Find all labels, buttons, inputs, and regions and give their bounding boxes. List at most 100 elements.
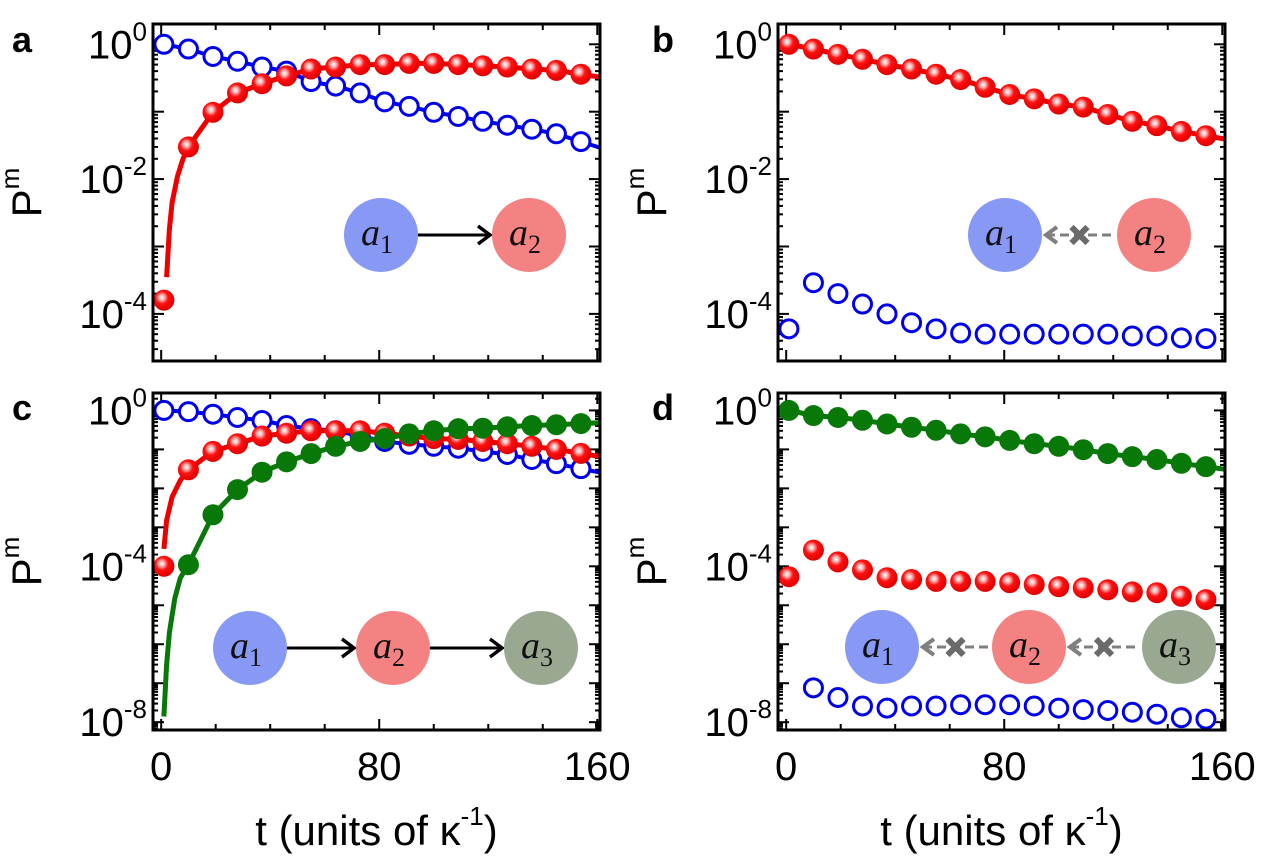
data-point: [999, 323, 1021, 345]
data-point: [778, 566, 800, 588]
mode-label: a3: [521, 625, 553, 672]
arrow-head-icon: [340, 637, 357, 659]
panel-label: d: [652, 387, 674, 428]
data-point: [545, 123, 567, 145]
mode-node: [213, 611, 287, 685]
data-point: [827, 43, 849, 65]
data-point: [999, 83, 1021, 105]
mode-node: [492, 198, 566, 272]
data-point: [851, 293, 873, 315]
mode-label-base: a: [1009, 624, 1028, 666]
mode-node: [845, 610, 919, 684]
y-tick-label-exp: -8: [124, 694, 147, 724]
data-point: [876, 54, 898, 76]
y-axis-label-sub: m: [0, 168, 25, 190]
data-point: [153, 555, 175, 577]
y-tick-label: 100: [713, 382, 772, 433]
data-point: [202, 440, 224, 462]
y-tick-label-exp: -8: [749, 694, 772, 724]
series-1: [778, 272, 1217, 350]
data-point: [901, 416, 923, 438]
data-point: [1048, 697, 1070, 719]
data-point: [472, 110, 494, 132]
panel-label: c: [12, 387, 32, 428]
data-point: [1023, 88, 1045, 110]
data-point: [276, 451, 298, 473]
plot-frame: [151, 22, 602, 363]
data-point: [851, 695, 873, 717]
arrow-head-icon: [488, 637, 505, 659]
arrow-head-icon: [1042, 225, 1059, 245]
y-tick-label: 10-8: [79, 694, 147, 745]
data-point: [999, 572, 1021, 594]
data-point: [1048, 93, 1070, 115]
data-point: [398, 95, 420, 117]
data-point: [545, 59, 567, 81]
mode-label-base: a: [1159, 624, 1178, 666]
data-point: [876, 413, 898, 435]
mode-label-base: a: [1134, 212, 1153, 254]
series-0: [778, 33, 1225, 147]
data-point: [570, 413, 592, 435]
mode-label: a1: [862, 624, 894, 671]
data-point: [325, 56, 347, 78]
data-point: [496, 433, 518, 455]
series-2: [161, 413, 600, 717]
data-point: [472, 417, 494, 439]
data-point: [349, 54, 371, 76]
data-point: [521, 435, 543, 457]
data-point: [1121, 701, 1143, 723]
data-point: [570, 442, 592, 464]
y-tick-label-exp: 0: [758, 382, 772, 412]
data-point: [202, 403, 224, 425]
data-point: [950, 69, 972, 91]
y-axis-label: Pm: [620, 537, 675, 587]
data-point: [974, 76, 996, 98]
data-point: [851, 559, 873, 581]
data-point: [447, 54, 469, 76]
mode-label-base: a: [862, 624, 881, 666]
data-point: [802, 38, 824, 60]
data-point: [950, 423, 972, 445]
data-point: [1146, 449, 1168, 471]
data-point: [177, 38, 199, 60]
y-axis-label-base: P: [628, 558, 675, 586]
data-point: [398, 52, 420, 74]
data-point: [496, 416, 518, 438]
y-axis-label: Pm: [0, 537, 50, 587]
y-tick-label-base: 10: [713, 389, 758, 433]
x-axis-label-text: t (units of κ: [255, 807, 461, 854]
data-point: [950, 322, 972, 344]
arrow-head-icon: [1066, 637, 1083, 657]
y-axis-label-base: P: [3, 189, 50, 217]
mode-label-sub: 2: [392, 643, 405, 672]
data-point: [570, 63, 592, 85]
mode-label-sub: 2: [528, 230, 541, 259]
mode-label-sub: 1: [881, 642, 894, 671]
mode-label: a1: [985, 212, 1017, 259]
data-point: [827, 406, 849, 428]
data-point: [1146, 325, 1168, 347]
data-point: [1048, 435, 1070, 457]
data-point: [778, 399, 800, 421]
y-tick-label-base: 10: [704, 545, 749, 589]
data-point: [423, 52, 445, 74]
mode-label: a1: [230, 625, 262, 672]
x-tick-label: 0: [150, 745, 172, 789]
data-point: [374, 428, 396, 450]
y-tick-label-base: 10: [88, 23, 133, 67]
data-point: [1170, 585, 1192, 607]
data-point: [778, 318, 800, 340]
data-point: [950, 694, 972, 716]
series-1: [778, 539, 1217, 611]
plot-frame: [776, 22, 1227, 363]
y-axis-label-sub: m: [620, 168, 650, 190]
inset-diagram: a1 a2: [968, 198, 1191, 272]
data-point: [827, 283, 849, 305]
data-point: [901, 58, 923, 80]
y-tick-label: 100: [88, 16, 147, 67]
mode-label-sub: 3: [540, 643, 553, 672]
data-point: [1121, 325, 1143, 347]
data-point: [802, 405, 824, 427]
